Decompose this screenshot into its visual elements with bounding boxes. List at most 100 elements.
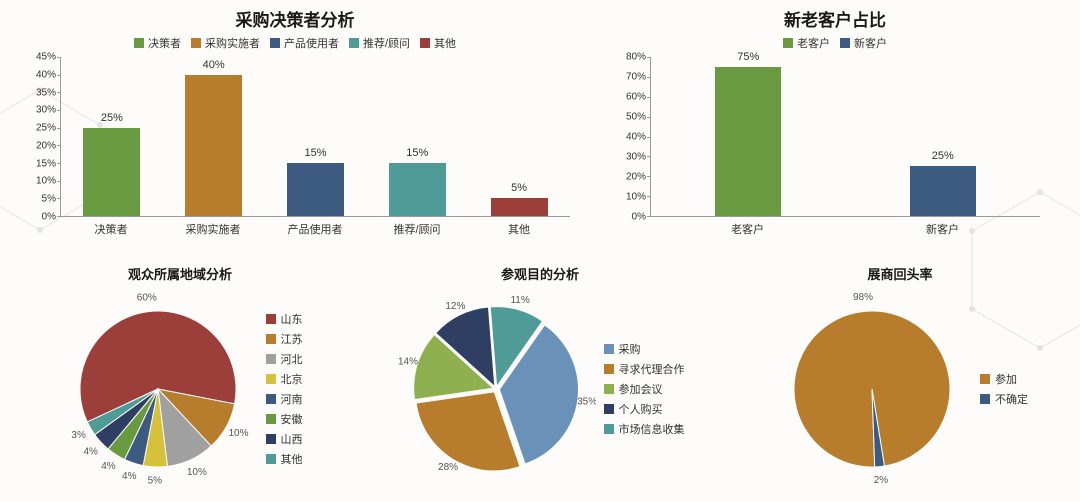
legend-swatch <box>604 424 614 434</box>
bar: 25% <box>83 128 140 216</box>
legend-item: 山西 <box>266 431 303 447</box>
legend-item: 其他 <box>420 35 456 51</box>
legend-swatch <box>604 404 614 414</box>
axis-tick <box>57 198 61 199</box>
chart-legend: 老客户 新客户 <box>590 35 1080 51</box>
legend-item: 参加 <box>980 371 1028 387</box>
dashboard-container: 采购决策者分析 决策者采购实施者产品使用者推荐/顾问其他 0%5%10%15%2… <box>0 0 1080 500</box>
bar: 5% <box>491 198 548 216</box>
pie-slice-label: 28% <box>438 462 458 473</box>
y-axis: 0%5%10%15%20%25%30%35%40%45% <box>20 57 60 217</box>
x-tick-label: 其他 <box>468 217 570 237</box>
axis-tick <box>647 196 651 197</box>
axis-tick <box>57 163 61 164</box>
chart-legend: 山东江苏河北北京河南安徽山西其他 <box>266 311 303 467</box>
legend-item: 山东 <box>266 311 303 327</box>
legend-item: 产品使用者 <box>270 35 339 51</box>
legend-swatch <box>266 434 276 444</box>
chart-title: 采购决策者分析 <box>0 6 590 31</box>
axis-tick <box>57 110 61 111</box>
pie-chart-purpose: 参观目的分析 35%28%14%12%11% 采购寻求代理合作参加会议个人购买市… <box>360 260 720 500</box>
axis-tick <box>57 181 61 182</box>
pie-chart-row: 观众所属地域分析 60%10%10%5%4%4%4%3% 山东江苏河北北京河南安… <box>0 260 1080 500</box>
pie-slice-label: 35% <box>577 396 596 407</box>
x-tick-label: 决策者 <box>60 217 162 237</box>
legend-item: 老客户 <box>783 35 830 51</box>
y-tick-label: 10% <box>626 192 646 203</box>
y-tick-label: 30% <box>36 105 56 116</box>
chart-legend: 参加不确定 <box>980 371 1028 407</box>
bar-value-label: 75% <box>737 51 759 63</box>
bar-value-label: 25% <box>101 112 123 124</box>
bar-slot: 40% <box>163 57 265 216</box>
legend-item: 江苏 <box>266 331 303 347</box>
legend-swatch <box>266 394 276 404</box>
y-tick-label: 20% <box>626 172 646 183</box>
legend-item: 推荐/顾问 <box>349 35 410 51</box>
legend-swatch <box>604 344 614 354</box>
legend-label: 推荐/顾问 <box>363 35 410 51</box>
y-tick-label: 20% <box>36 140 56 151</box>
bar-slot: 15% <box>366 57 468 216</box>
pie-svg: 60%10%10%5%4%4%4%3% <box>58 289 258 489</box>
y-tick-label: 70% <box>626 72 646 83</box>
axis-tick <box>647 77 651 78</box>
axis-tick <box>647 176 651 177</box>
legend-swatch <box>134 38 144 48</box>
bar-chart-customer-ratio: 新老客户占比 老客户新客户 0%10%20%30%40%50%60%70%80%… <box>590 0 1080 260</box>
bar-value-label: 5% <box>511 182 527 194</box>
legend-swatch <box>266 374 276 384</box>
legend-swatch <box>604 384 614 394</box>
pie-chart-region: 观众所属地域分析 60%10%10%5%4%4%4%3% 山东江苏河北北京河南安… <box>0 260 360 500</box>
legend-swatch <box>980 374 990 384</box>
y-tick-label: 45% <box>36 52 56 63</box>
legend-label: 江苏 <box>281 331 303 347</box>
legend-label: 产品使用者 <box>284 35 339 51</box>
legend-item: 北京 <box>266 371 303 387</box>
legend-item: 采购实施者 <box>191 35 260 51</box>
y-tick-label: 40% <box>36 69 56 80</box>
legend-swatch <box>840 38 850 48</box>
pie-slice <box>416 392 519 470</box>
legend-label: 安徽 <box>281 411 303 427</box>
bar: 15% <box>389 163 446 216</box>
legend-swatch <box>980 394 990 404</box>
plot-area: 75% 25% <box>650 57 1040 217</box>
legend-label: 山东 <box>281 311 303 327</box>
bar-slot: 25% <box>61 57 163 216</box>
legend-swatch <box>783 38 793 48</box>
legend-swatch <box>349 38 359 48</box>
x-axis-labels: 决策者采购实施者产品使用者推荐/顾问其他 <box>60 217 570 237</box>
axis-tick <box>57 92 61 93</box>
pie-slice-label: 4% <box>122 471 137 482</box>
legend-swatch <box>266 334 276 344</box>
axis-tick <box>647 156 651 157</box>
bar-slot: 25% <box>846 57 1041 216</box>
legend-label: 采购 <box>619 341 641 357</box>
legend-swatch <box>266 454 276 464</box>
legend-swatch <box>266 414 276 424</box>
pie-slice-label: 3% <box>71 430 86 441</box>
pie-slice-label: 12% <box>445 301 465 312</box>
x-tick-label: 产品使用者 <box>264 217 366 237</box>
legend-item: 河北 <box>266 351 303 367</box>
legend-item: 个人购买 <box>604 401 685 417</box>
bar-chart-plot: 0%5%10%15%20%25%30%35%40%45% 25%40%15%15… <box>60 57 570 237</box>
axis-tick <box>647 57 651 58</box>
y-tick-label: 0% <box>42 212 56 223</box>
chart-title: 展商回头率 <box>867 264 932 283</box>
axis-tick <box>57 128 61 129</box>
y-tick-label: 10% <box>36 176 56 187</box>
chart-title: 观众所属地域分析 <box>128 264 232 283</box>
chart-title: 新老客户占比 <box>590 6 1080 31</box>
legend-label: 新客户 <box>854 35 887 51</box>
legend-swatch <box>266 314 276 324</box>
pie-slice-label: 4% <box>101 461 116 472</box>
y-tick-label: 5% <box>42 194 56 205</box>
pie-slice-label: 10% <box>228 428 248 439</box>
pie-slice-label: 60% <box>136 292 156 303</box>
axis-tick <box>57 75 61 76</box>
pie-slice-label: 10% <box>186 467 206 478</box>
bar: 75% <box>715 67 781 216</box>
plot-area: 25%40%15%15%5% <box>60 57 570 217</box>
